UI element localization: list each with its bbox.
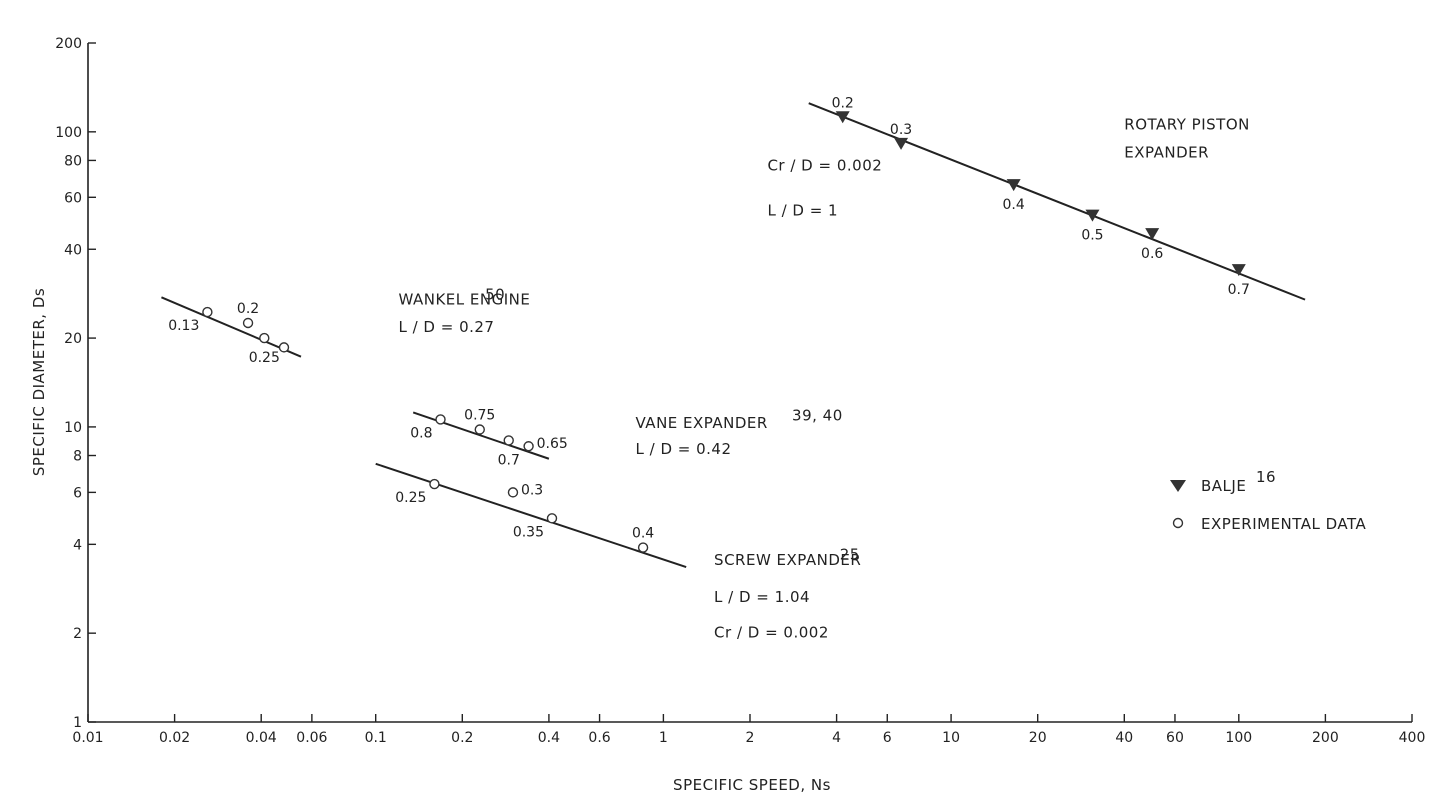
data-point-circle (202, 306, 213, 318)
axes (87, 43, 1412, 723)
annotation-vane-ref: 39, 40 (792, 407, 843, 425)
data-point-label: 0.13 (168, 318, 199, 334)
legend-label-experimental: EXPERIMENTAL DATA (1201, 515, 1367, 533)
y-tick-label: 8 (73, 449, 82, 465)
x-tick-label: 400 (1399, 730, 1426, 746)
data-point-label: 0.3 (521, 482, 543, 498)
annotation-rotary-title-1: ROTARY PISTON (1124, 115, 1250, 133)
annotation-rotary-cr: Cr / D = 0.002 (767, 156, 882, 174)
fit-line-3 (375, 462, 687, 569)
data-point-label: 0.25 (249, 350, 280, 366)
data-point-circle (429, 478, 440, 490)
data-point-triangle (1085, 209, 1100, 222)
y-tick-label: 80 (64, 153, 82, 169)
y-tick-label: 1 (73, 715, 82, 731)
y-tick-label: 60 (64, 190, 82, 206)
x-tick-label: 0.4 (538, 730, 560, 746)
data-point-label: 0.2 (832, 95, 854, 111)
data-point-label: 0.7 (498, 452, 520, 468)
annotation-wankel-ld: L / D = 0.27 (398, 318, 494, 336)
x-tick-label: 0.1 (365, 730, 387, 746)
data-point-label: 0.4 (1003, 197, 1025, 213)
y-tick-label: 4 (73, 537, 82, 553)
data-point-label: 0.65 (537, 436, 568, 452)
x-tick-label: 0.04 (246, 730, 277, 746)
data-point-circle (259, 332, 270, 344)
data-point-triangle (1006, 179, 1021, 192)
x-tick-label: 0.02 (159, 730, 190, 746)
x-tick-label: 40 (1115, 730, 1133, 746)
y-tick-label: 40 (64, 242, 82, 258)
annotation-screw-ref: 25 (840, 546, 860, 564)
data-point-label: 0.6 (1141, 246, 1163, 262)
y-tick-label: 100 (55, 125, 82, 141)
annotation-vane-title: VANE EXPANDER (636, 414, 768, 432)
y-tick-label: 6 (73, 485, 82, 501)
y-tick-label: 20 (64, 331, 82, 347)
y-tick-label: 200 (55, 36, 82, 52)
data-point-label: 0.5 (1081, 228, 1103, 244)
legend-marker-balje (1170, 480, 1186, 492)
data-point-circle (503, 435, 514, 446)
annotation-vane-ld: L / D = 0.42 (636, 440, 732, 458)
point-labels: 0.20.30.40.50.60.70.130.20.250.80.750.70… (168, 95, 1250, 541)
x-tick-label: 6 (883, 730, 892, 746)
x-tick-label: 1 (659, 730, 668, 746)
fit-line-1 (161, 296, 302, 358)
data-point-circle (507, 487, 519, 498)
x-tick-label: 2 (746, 730, 755, 746)
data-point-triangle (1231, 264, 1246, 277)
fit-line-0 (808, 102, 1306, 301)
annotation-screw-cr: Cr / D = 0.002 (714, 624, 829, 642)
data-point-triangle (835, 111, 850, 124)
annotation-rotary-ld: L / D = 1 (767, 202, 838, 220)
data-point-label: 0.4 (632, 526, 654, 542)
legend: BALJE 16 EXPERIMENTAL DATA (1170, 468, 1367, 533)
y-ticks: 1 2 4 6 8 10 20 40 60 80 100 200 (55, 36, 96, 731)
x-tick-label: 0.6 (588, 730, 610, 746)
y-tick-label: 2 (73, 626, 82, 642)
data-point-label: 0.75 (464, 408, 495, 424)
annotation-wankel-ref: 50 (485, 286, 505, 304)
x-axis-title: SPECIFIC SPEED, Ns (673, 776, 831, 794)
data-point-label: 0.25 (395, 490, 426, 506)
data-point-label: 0.7 (1228, 282, 1250, 298)
markers (202, 111, 1246, 553)
x-tick-label: 100 (1225, 730, 1252, 746)
data-point-circle (474, 424, 485, 435)
data-point-circle (637, 542, 649, 553)
data-point-circle (546, 513, 558, 524)
data-point-label: 0.8 (410, 425, 432, 441)
x-tick-label: 4 (832, 730, 841, 746)
annotation-screw-title: SCREW EXPANDER (714, 551, 861, 569)
data-point-triangle (1145, 228, 1160, 241)
data-point-label: 0.2 (237, 301, 259, 317)
data-point-circle (242, 317, 254, 329)
x-tick-label: 10 (942, 730, 960, 746)
x-tick-label: 200 (1312, 730, 1339, 746)
data-point-triangle (894, 137, 909, 150)
annotation-rotary-title-2: EXPANDER (1124, 143, 1209, 161)
data-point-label: 0.35 (513, 524, 544, 540)
y-tick-label: 10 (64, 420, 82, 436)
data-point-label: 0.3 (890, 122, 912, 138)
x-tick-label: 0.06 (296, 730, 327, 746)
data-point-circle (435, 414, 446, 425)
legend-marker-experimental (1172, 517, 1184, 529)
annotations: ROTARY PISTON EXPANDER Cr / D = 0.002 L / D… (398, 115, 1249, 641)
data-point-circle (523, 441, 534, 452)
legend-ref-balje: 16 (1256, 468, 1276, 486)
x-tick-label: 60 (1166, 730, 1184, 746)
x-tick-label: 20 (1029, 730, 1047, 746)
x-ticks: 0.01 0.02 0.04 0.06 0.1 0.2 0.4 0.6 1 2 4 6 10 20 40 60… (72, 714, 1425, 746)
legend-label-balje: BALJE (1201, 477, 1246, 495)
x-tick-label: 0.2 (451, 730, 473, 746)
x-tick-label: 0.01 (72, 730, 103, 746)
fit-lines (161, 102, 1306, 569)
annotation-screw-ld: L / D = 1.04 (714, 588, 810, 606)
y-axis-title: SPECIFIC DIAMETER, Ds (30, 288, 48, 476)
annotation-wankel-title: WANKEL ENGINE (398, 290, 530, 308)
data-point-circle (278, 342, 290, 353)
